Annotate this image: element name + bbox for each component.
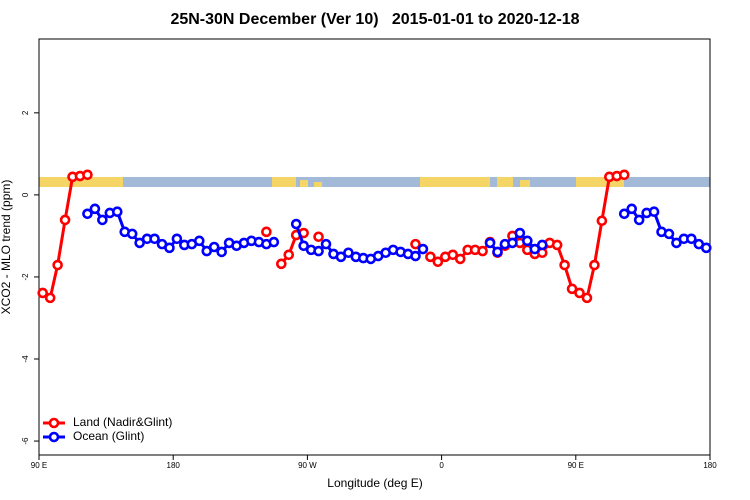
land-band — [497, 177, 513, 187]
data-point — [261, 226, 272, 238]
data-point — [551, 239, 563, 251]
data-point — [126, 228, 138, 240]
data-point — [700, 242, 712, 254]
y-tick-label: -2 — [21, 273, 30, 281]
land-band — [39, 177, 123, 187]
data-point — [82, 169, 93, 181]
data-point — [410, 250, 421, 262]
data-point — [134, 237, 145, 249]
data-point — [111, 206, 123, 218]
data-point — [447, 249, 459, 261]
data-point — [313, 231, 324, 243]
legend-marker — [48, 431, 60, 443]
data-point — [298, 240, 309, 252]
data-point — [581, 292, 593, 304]
data-point — [417, 243, 429, 255]
data-point — [686, 233, 697, 245]
data-point — [343, 247, 354, 259]
data-point — [633, 214, 645, 226]
data-point — [596, 215, 608, 227]
y-tick-label: -4 — [21, 355, 30, 363]
data-point — [514, 227, 526, 239]
data-point — [454, 253, 466, 265]
data-point — [536, 239, 548, 251]
land-band — [520, 180, 530, 187]
y-axis-label: XCO2 - MLO trend (ppm) — [0, 180, 13, 315]
data-point — [44, 292, 56, 304]
data-point — [425, 251, 436, 263]
land-band — [576, 177, 624, 187]
data-point — [320, 238, 332, 250]
data-point — [97, 214, 108, 226]
data-point — [164, 242, 175, 254]
land-band — [272, 177, 296, 187]
data-point — [149, 233, 160, 245]
legend-label: Land (Nadir&Glint) — [73, 415, 172, 429]
data-point — [574, 287, 585, 299]
land-mask-band — [39, 177, 710, 187]
land-band — [300, 180, 308, 187]
data-point — [663, 228, 675, 240]
y-tick-label: 2 — [21, 110, 30, 115]
data-point — [313, 245, 324, 257]
data-point — [171, 233, 183, 245]
data-point — [432, 256, 444, 268]
data-point — [618, 208, 630, 220]
data-point — [82, 208, 93, 220]
data-point — [52, 259, 63, 271]
data-point — [522, 235, 533, 247]
data-point — [208, 241, 220, 253]
data-point — [268, 236, 280, 248]
land-band — [420, 177, 490, 187]
x-axis-label: Longitude (deg E) — [327, 476, 422, 490]
legend-label: Ocean (Glint) — [73, 429, 144, 443]
data-point — [618, 169, 630, 181]
data-point — [335, 251, 347, 263]
x-tick-label: 180 — [703, 461, 717, 470]
data-point — [290, 218, 302, 230]
ocean-band — [39, 177, 710, 187]
data-point — [559, 259, 570, 271]
data-point — [507, 237, 518, 249]
data-point — [648, 206, 660, 218]
x-tick-label: 90 E — [568, 461, 584, 470]
data-point — [216, 246, 227, 258]
data-point — [484, 237, 496, 249]
data-point — [37, 287, 49, 299]
x-tick-label: 90 W — [298, 461, 317, 470]
x-tick-label: 0 — [439, 461, 444, 470]
data-point — [201, 245, 213, 257]
data-point — [589, 259, 600, 271]
legend-marker — [48, 417, 60, 429]
data-point — [89, 203, 101, 215]
data-point — [492, 246, 503, 258]
x-tick-label: 90 E — [31, 461, 47, 470]
y-tick-label: -6 — [21, 437, 30, 445]
chart-title: 25N-30N December (Ver 10) 2015-01-01 to … — [170, 11, 579, 28]
x-tick-label: 180 — [167, 461, 181, 470]
y-tick-label: 0 — [21, 192, 30, 197]
data-point — [283, 249, 295, 261]
data-point — [626, 203, 638, 215]
data-point — [671, 237, 682, 249]
data-point — [410, 238, 421, 250]
data-point — [193, 235, 205, 247]
data-point — [529, 243, 541, 255]
data-point — [276, 258, 287, 270]
land-band — [314, 182, 322, 187]
data-point — [566, 283, 578, 295]
data-point — [477, 245, 488, 257]
data-point — [59, 214, 71, 226]
